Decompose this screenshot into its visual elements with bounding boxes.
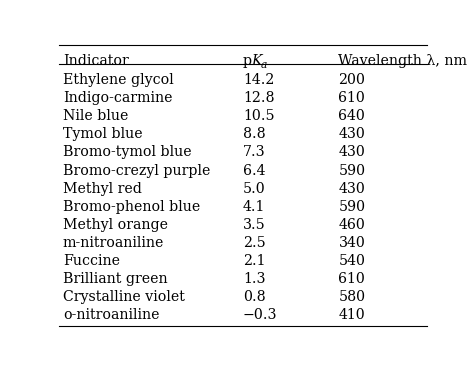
Text: 200: 200 xyxy=(338,73,365,87)
Text: p: p xyxy=(243,54,252,68)
Text: 3.5: 3.5 xyxy=(243,218,265,232)
Text: 590: 590 xyxy=(338,200,365,214)
Text: Tymol blue: Tymol blue xyxy=(63,127,143,141)
Text: 1.3: 1.3 xyxy=(243,272,265,286)
Text: 430: 430 xyxy=(338,145,365,160)
Text: Crystalline violet: Crystalline violet xyxy=(63,290,185,304)
Text: Methyl orange: Methyl orange xyxy=(63,218,168,232)
Text: 4.1: 4.1 xyxy=(243,200,265,214)
Text: Ethylene glycol: Ethylene glycol xyxy=(63,73,173,87)
Text: 460: 460 xyxy=(338,218,365,232)
Text: 340: 340 xyxy=(338,236,365,250)
Text: o-nitroaniline: o-nitroaniline xyxy=(63,308,159,322)
Text: Indigo-carmine: Indigo-carmine xyxy=(63,91,173,105)
Text: 7.3: 7.3 xyxy=(243,145,265,160)
Text: Bromo-phenol blue: Bromo-phenol blue xyxy=(63,200,200,214)
Text: 2.1: 2.1 xyxy=(243,254,265,268)
Text: 6.4: 6.4 xyxy=(243,164,265,178)
Text: 640: 640 xyxy=(338,109,365,123)
Text: 5.0: 5.0 xyxy=(243,182,265,196)
Text: 0.8: 0.8 xyxy=(243,290,265,304)
Text: Indicator: Indicator xyxy=(63,54,128,68)
Text: 14.2: 14.2 xyxy=(243,73,274,87)
Text: m-nitroaniline: m-nitroaniline xyxy=(63,236,164,250)
Text: 430: 430 xyxy=(338,182,365,196)
Text: 580: 580 xyxy=(338,290,365,304)
Text: 540: 540 xyxy=(338,254,365,268)
Text: 590: 590 xyxy=(338,164,365,178)
Text: 8.8: 8.8 xyxy=(243,127,265,141)
Text: 10.5: 10.5 xyxy=(243,109,274,123)
Text: Wavelength λ, nm: Wavelength λ, nm xyxy=(338,54,467,68)
Text: 2.5: 2.5 xyxy=(243,236,265,250)
Text: 610: 610 xyxy=(338,272,365,286)
Text: Bromo-tymol blue: Bromo-tymol blue xyxy=(63,145,191,160)
Text: Nile blue: Nile blue xyxy=(63,109,128,123)
Text: 410: 410 xyxy=(338,308,365,322)
Text: Methyl red: Methyl red xyxy=(63,182,142,196)
Text: −0.3: −0.3 xyxy=(243,308,277,322)
Text: Fuccine: Fuccine xyxy=(63,254,120,268)
Text: Bromo-crezyl purple: Bromo-crezyl purple xyxy=(63,164,210,178)
Text: a: a xyxy=(261,60,267,70)
Text: Brilliant green: Brilliant green xyxy=(63,272,167,286)
Text: K: K xyxy=(251,54,262,68)
Text: 430: 430 xyxy=(338,127,365,141)
Text: 12.8: 12.8 xyxy=(243,91,274,105)
Text: 610: 610 xyxy=(338,91,365,105)
